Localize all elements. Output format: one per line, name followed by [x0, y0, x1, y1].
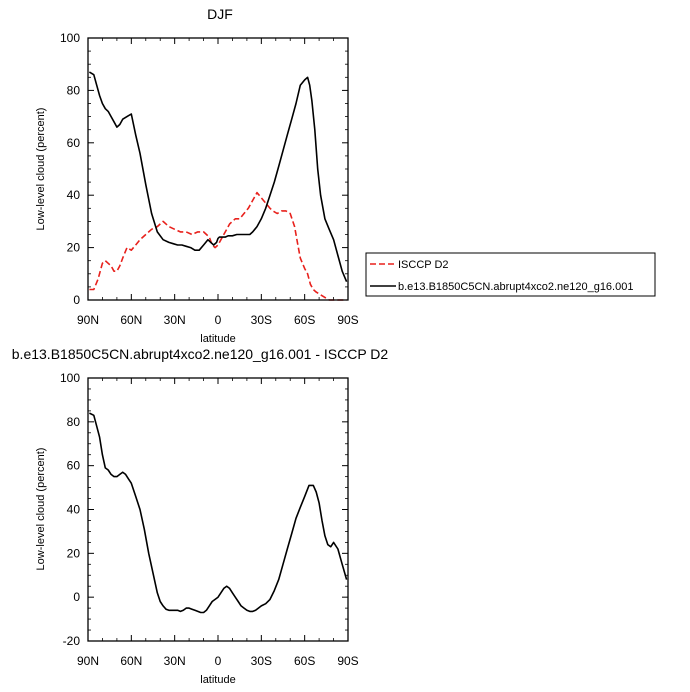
- y-tick-label: 0: [73, 293, 80, 307]
- series-line-0: [89, 412, 348, 614]
- top-chart-title: DJF: [207, 6, 233, 22]
- y-tick-label: 20: [67, 546, 81, 560]
- legend-box: [365, 252, 656, 297]
- y-tick-label: 100: [60, 31, 80, 45]
- top-chart-frame: [87, 37, 349, 301]
- x-tick-label: 30S: [251, 654, 272, 668]
- bottom-chart-plot: [89, 412, 348, 614]
- bottom-chart-frame: [87, 377, 349, 642]
- x-tick-label: 0: [215, 313, 222, 327]
- bottom-chart-title: b.e13.B1850C5CN.abrupt4xco2.ne120_g16.00…: [12, 346, 389, 362]
- x-tick-label: 60N: [120, 654, 142, 668]
- x-tick-label: 60S: [294, 654, 315, 668]
- legend-label-model: b.e13.B1850C5CN.abrupt4xco2.ne120_g16.00…: [398, 281, 633, 293]
- top-chart-gridticks: 90N 60N 30N 0 30S 60S 90S 0 20 40 60 80 100: [60, 31, 359, 327]
- y-tick-label: 80: [67, 83, 81, 97]
- bottom-chart-gridticks: 90N 60N 30N 0 30S 60S 90S -20 0 20 40 60 80 100: [60, 371, 359, 668]
- top-chart-xlabel: latitude: [200, 333, 235, 345]
- top-chart: DJF 90N 60N 30N 0 30S 60S 90S 0 20 40 60 80 100 lati…: [35, 6, 359, 345]
- x-tick-label: 60S: [294, 313, 315, 327]
- y-tick-label: 40: [67, 503, 81, 517]
- top-chart-ylabel: Low-level cloud (percent): [35, 108, 47, 231]
- x-tick-label: 90S: [337, 654, 358, 668]
- y-tick-label: 60: [67, 459, 81, 473]
- series-line-1: [88, 71, 348, 283]
- bottom-chart: b.e13.B1850C5CN.abrupt4xco2.ne120_g16.00…: [12, 346, 389, 686]
- x-tick-label: 30N: [164, 313, 186, 327]
- x-tick-label: 90N: [77, 654, 99, 668]
- y-tick-label: 100: [60, 371, 80, 385]
- bottom-chart-xlabel: latitude: [200, 674, 235, 686]
- y-tick-label: 60: [67, 136, 81, 150]
- x-tick-label: 60N: [120, 313, 142, 327]
- y-tick-label: 40: [67, 188, 81, 202]
- bottom-chart-ylabel: Low-level cloud (percent): [35, 448, 47, 571]
- x-tick-label: 90N: [77, 313, 99, 327]
- y-tick-label: 80: [67, 415, 81, 429]
- y-tick-label: 20: [67, 241, 81, 255]
- top-chart-plot: [88, 71, 348, 301]
- x-tick-label: 0: [215, 654, 222, 668]
- y-tick-label: 0: [73, 590, 80, 604]
- x-tick-label: 90S: [337, 313, 358, 327]
- y-tick-label: -20: [63, 634, 81, 648]
- x-tick-label: 30N: [164, 654, 186, 668]
- top-chart-legend: ISCCP D2 b.e13.B1850C5CN.abrupt4xco2.ne1…: [365, 252, 656, 297]
- x-tick-label: 30S: [251, 313, 272, 327]
- series-line-0: [89, 191, 347, 301]
- legend-label-isccp: ISCCP D2: [398, 259, 449, 271]
